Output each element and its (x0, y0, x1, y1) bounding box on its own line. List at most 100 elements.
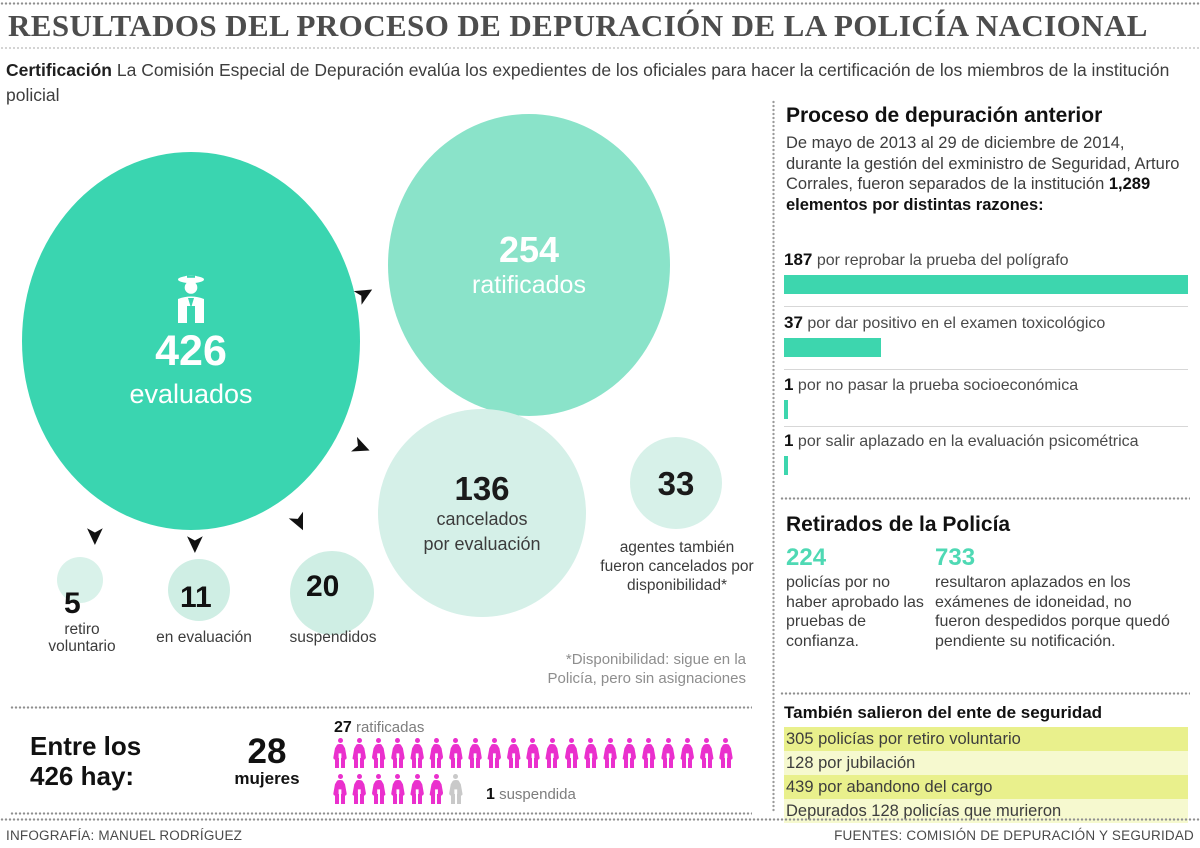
suspendida-number: 1 (486, 786, 495, 803)
women-row-ratificadas (332, 738, 734, 768)
bar-category-1: por dar positivo en el examen toxicológi… (807, 315, 1106, 332)
woman-figure-ratificada (390, 738, 406, 768)
rule-top (0, 2, 1200, 5)
bar-label-3: 1 por salir aplazado en la evaluación ps… (784, 431, 1188, 451)
bar-item-1: 37 por dar positivo en el examen toxicol… (784, 313, 1188, 357)
mujeres-label: mujeres (234, 769, 300, 788)
bar-value-2: 1 (784, 375, 794, 394)
bar-separator-2 (784, 426, 1188, 427)
bubble-cancelados: 136 cancelados por evaluación (378, 409, 586, 617)
woman-figure-ratificada (428, 774, 444, 804)
bubble-evaluados-number: 426 (155, 327, 227, 376)
woman-figure-ratificada (679, 738, 695, 768)
woman-figure-ratificada (409, 774, 425, 804)
bubble-disponibilidad: 33 (630, 437, 722, 529)
subheading: Certificación La Comisión Especial de De… (6, 58, 1190, 108)
subheading-lead: Certificación (6, 60, 112, 80)
small-number-20: 20 (306, 570, 340, 603)
woman-figure-ratificada (564, 738, 580, 768)
woman-figure-ratificada (641, 738, 657, 768)
bar-value-0: 187 (784, 250, 813, 269)
disponibilidad-footnote: *Disponibilidad: sigue en la Policía, pe… (547, 651, 746, 687)
bar-value-1: 37 (784, 313, 803, 332)
retirados-item-0: 224 policías por no haber aprobado las p… (786, 545, 926, 651)
bar-label-0: 187 por reprobar la prueba del polígrafo (784, 250, 1188, 270)
retirados-text-0: policías por no haber aprobado las prueb… (786, 574, 924, 650)
page-title: RESULTADOS DEL PROCESO DE DEPURACIÓN DE … (8, 8, 1148, 43)
bubble-cancelados-label-2: por evaluación (423, 533, 541, 554)
bubble-retiro-voluntario (57, 557, 103, 603)
woman-figure-suspendida (448, 774, 464, 804)
ratificadas-number: 27 (334, 719, 352, 736)
woman-figure-ratificada (371, 738, 387, 768)
prev-process-paragraph-pre: De mayo de 2013 al 29 de diciembre de 20… (786, 134, 1180, 193)
bar-category-0: por reprobar la prueba del polígrafo (816, 252, 1069, 269)
woman-figure-ratificada (486, 738, 502, 768)
bubble-en-evaluacion (168, 559, 230, 621)
retirados-heading: Retirados de la Policía (786, 513, 1011, 536)
woman-figure-ratificada (718, 738, 734, 768)
small-label-11: en evaluación (156, 629, 252, 646)
bubble-ratificados-number: 254 (498, 228, 560, 270)
women-row-suspendida (332, 774, 464, 804)
bubble-cancelados-number: 136 (454, 470, 510, 508)
small-label-5: retiro voluntario (48, 621, 116, 655)
bubble-cancelados-label-1: cancelados (436, 509, 528, 530)
mujeres-count: 28 mujeres (222, 732, 312, 789)
retirados-text-1: resultaron aplazados en los exámenes de … (935, 574, 1170, 650)
rule-above-retirados (780, 497, 1190, 500)
woman-figure-ratificada (448, 738, 464, 768)
bar-separator-0 (784, 306, 1188, 307)
bubble-ratificados-label: ratificados (472, 270, 586, 299)
woman-figure-ratificada (621, 738, 637, 768)
tambien-row-0: 305 policías por retiro voluntario (784, 727, 1188, 751)
ratificadas-label: ratificadas (355, 719, 425, 736)
woman-figure-ratificada (602, 738, 618, 768)
bar-fill-0 (784, 275, 1188, 294)
tambien-row-2: 439 por abandono del cargo (784, 775, 1188, 799)
rule-footer (0, 818, 1200, 821)
bubble-ratificados: 254 ratificados (388, 114, 670, 416)
bubble-evaluados: 426 evaluados (22, 152, 360, 530)
woman-figure-ratificada (371, 774, 387, 804)
small-number-11: 11 (180, 581, 212, 614)
woman-figure-ratificada (699, 738, 715, 768)
small-number-5: 5 (64, 587, 81, 620)
prev-process-paragraph: De mayo de 2013 al 29 de diciembre de 20… (786, 133, 1184, 215)
woman-figure-ratificada (351, 738, 367, 768)
arrow-to-20-icon: ➤ (284, 508, 315, 536)
bubble-disponibilidad-caption: agentes también fueron cancelados por di… (600, 539, 754, 594)
prev-process-paragraph-bold: 1,289 elementos por distintas razones: (786, 175, 1151, 214)
police-officer-icon (169, 272, 213, 324)
mujeres-number: 28 (247, 732, 287, 771)
suspendida-caption: 1 suspendida (486, 786, 576, 804)
bubble-evaluados-label: evaluados (129, 379, 253, 410)
footer-sources: FUENTES: COMISIÓN DE DEPURACIÓN Y SEGURI… (834, 828, 1194, 843)
bubble-disponibilidad-number: 33 (657, 464, 695, 502)
woman-figure-ratificada (332, 774, 348, 804)
rule-above-tambien (780, 692, 1190, 695)
arrow-to-5-icon: ➤ (83, 526, 109, 546)
tambien-heading: También salieron del ente de seguridad (784, 703, 1103, 722)
bar-fill-1 (784, 338, 881, 357)
tambien-row-1: 128 por jubilación (784, 751, 1188, 775)
suspendida-label: suspendida (499, 786, 576, 803)
entre-line1: Entre los (30, 731, 142, 761)
woman-figure-ratificada (467, 738, 483, 768)
bar-fill-3 (784, 456, 789, 475)
entre-los-label: Entre los 426 hay: (30, 731, 141, 791)
bar-separator-1 (784, 369, 1188, 370)
footer-credit: INFOGRAFÍA: MANUEL RODRÍGUEZ (6, 828, 243, 843)
woman-figure-ratificada (428, 738, 444, 768)
ratificadas-caption: 27 ratificadas (334, 719, 424, 737)
rule-below-women (10, 812, 752, 815)
woman-figure-ratificada (525, 738, 541, 768)
bar-fill-2 (784, 400, 789, 419)
arrow-to-cancelados-icon: ➤ (348, 431, 375, 462)
woman-figure-ratificada (409, 738, 425, 768)
woman-figure-ratificada (332, 738, 348, 768)
bubble-suspendidos (290, 551, 374, 635)
bar-category-2: por no pasar la prueba socioeconómica (797, 377, 1079, 394)
bar-item-2: 1 por no pasar la prueba socioeconómica (784, 375, 1188, 419)
